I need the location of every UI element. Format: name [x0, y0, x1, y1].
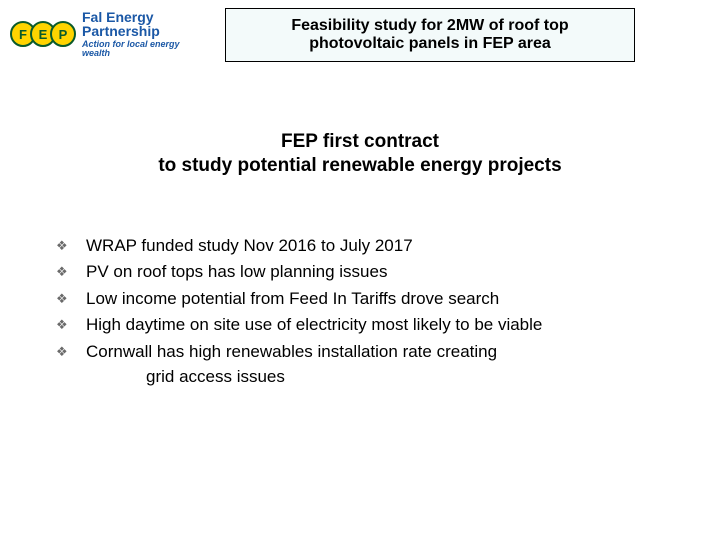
list-item: ❖ PV on roof tops has low planning issue… — [56, 260, 690, 285]
logo-name-l1: Fal Energy — [82, 10, 205, 24]
bullet-list: ❖ WRAP funded study Nov 2016 to July 201… — [0, 234, 720, 390]
subtitle: FEP first contract to study potential re… — [0, 130, 720, 178]
bullet-text-line2: grid access issues — [86, 367, 285, 386]
diamond-bullet-icon: ❖ — [56, 287, 86, 309]
logo-text: Fal Energy Partnership Action for local … — [82, 10, 205, 58]
bullet-text: PV on roof tops has low planning issues — [86, 260, 690, 285]
fep-logo: F E P Fal Energy Partnership Action for … — [10, 8, 205, 60]
title-line1: Feasibility study for 2MW of roof top — [250, 17, 610, 35]
title-box: Feasibility study for 2MW of roof top ph… — [225, 8, 635, 62]
logo-badge: F E P — [10, 21, 76, 47]
title-line2: photovoltaic panels in FEP area — [250, 35, 610, 53]
diamond-bullet-icon: ❖ — [56, 234, 86, 256]
list-item: ❖ WRAP funded study Nov 2016 to July 201… — [56, 234, 690, 259]
header: F E P Fal Energy Partnership Action for … — [0, 0, 720, 62]
subtitle-line1: FEP first contract — [0, 130, 720, 154]
list-item: ❖ Cornwall has high renewables installat… — [56, 340, 690, 389]
diamond-bullet-icon: ❖ — [56, 260, 86, 282]
list-item: ❖ Low income potential from Feed In Tari… — [56, 287, 690, 312]
diamond-bullet-icon: ❖ — [56, 313, 86, 335]
subtitle-line2: to study potential renewable energy proj… — [0, 154, 720, 178]
bullet-text: High daytime on site use of electricity … — [86, 313, 690, 338]
list-item: ❖ High daytime on site use of electricit… — [56, 313, 690, 338]
bullet-text-line1: Cornwall has high renewables installatio… — [86, 342, 497, 361]
bullet-text: Cornwall has high renewables installatio… — [86, 340, 690, 389]
logo-letter-p: P — [50, 21, 76, 47]
diamond-bullet-icon: ❖ — [56, 340, 86, 362]
logo-name-l2: Partnership — [82, 24, 205, 38]
bullet-text: WRAP funded study Nov 2016 to July 2017 — [86, 234, 690, 259]
bullet-text: Low income potential from Feed In Tariff… — [86, 287, 690, 312]
logo-tagline: Action for local energy wealth — [82, 40, 205, 58]
